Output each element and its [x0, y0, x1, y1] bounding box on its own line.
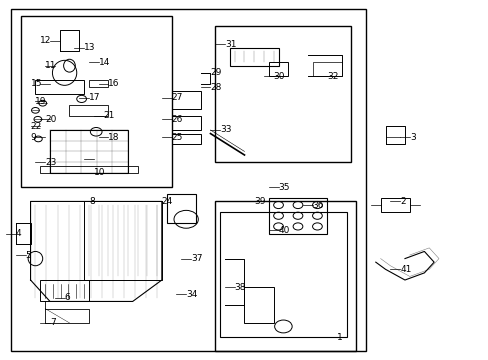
- Text: 15: 15: [30, 79, 42, 88]
- Text: 27: 27: [171, 93, 183, 102]
- Text: 37: 37: [191, 254, 202, 263]
- Text: 34: 34: [186, 290, 197, 299]
- Text: 39: 39: [254, 197, 265, 206]
- Bar: [35, 80, 84, 94]
- Text: 17: 17: [89, 93, 100, 102]
- Text: 36: 36: [312, 201, 324, 210]
- Bar: [21, 16, 171, 187]
- Text: 24: 24: [162, 197, 173, 206]
- Text: 23: 23: [45, 158, 57, 167]
- Text: 32: 32: [326, 72, 338, 81]
- Text: 14: 14: [99, 58, 110, 67]
- Text: 38: 38: [234, 283, 246, 292]
- Bar: [215, 26, 351, 162]
- Text: 9: 9: [30, 132, 36, 141]
- Bar: [215, 202, 356, 351]
- Text: 11: 11: [45, 61, 57, 70]
- Text: 7: 7: [50, 318, 56, 327]
- Text: 29: 29: [210, 68, 222, 77]
- Text: 8: 8: [89, 197, 95, 206]
- Bar: [268, 198, 326, 234]
- Text: 19: 19: [35, 97, 47, 106]
- Bar: [380, 198, 409, 212]
- Bar: [69, 105, 108, 116]
- Text: 3: 3: [409, 132, 415, 141]
- Bar: [171, 134, 201, 144]
- Bar: [244, 287, 273, 323]
- Bar: [89, 80, 108, 87]
- Bar: [40, 280, 89, 301]
- Text: 41: 41: [399, 265, 410, 274]
- Text: 35: 35: [278, 183, 289, 192]
- Text: 26: 26: [171, 115, 183, 124]
- Bar: [166, 194, 196, 223]
- Text: 21: 21: [103, 111, 115, 120]
- Text: 5: 5: [26, 251, 31, 260]
- Text: 12: 12: [40, 36, 52, 45]
- Text: 22: 22: [30, 122, 42, 131]
- Text: 20: 20: [45, 115, 57, 124]
- Text: 6: 6: [64, 293, 70, 302]
- Bar: [220, 212, 346, 337]
- Text: 30: 30: [273, 72, 285, 81]
- Bar: [229, 48, 278, 66]
- Text: 1: 1: [336, 333, 342, 342]
- Text: 4: 4: [16, 229, 21, 238]
- Text: 33: 33: [220, 126, 231, 135]
- Text: 28: 28: [210, 83, 222, 92]
- Bar: [171, 91, 201, 109]
- Text: 16: 16: [108, 79, 120, 88]
- Text: 40: 40: [278, 225, 289, 234]
- Text: 13: 13: [84, 43, 95, 52]
- Bar: [171, 116, 201, 130]
- Text: 2: 2: [399, 197, 405, 206]
- Bar: [50, 130, 127, 173]
- Text: 31: 31: [224, 40, 236, 49]
- Bar: [40, 166, 137, 173]
- Text: 18: 18: [108, 132, 120, 141]
- Bar: [11, 9, 366, 351]
- Text: 10: 10: [94, 168, 105, 177]
- Bar: [84, 202, 162, 280]
- Bar: [268, 62, 287, 76]
- Text: 25: 25: [171, 132, 183, 141]
